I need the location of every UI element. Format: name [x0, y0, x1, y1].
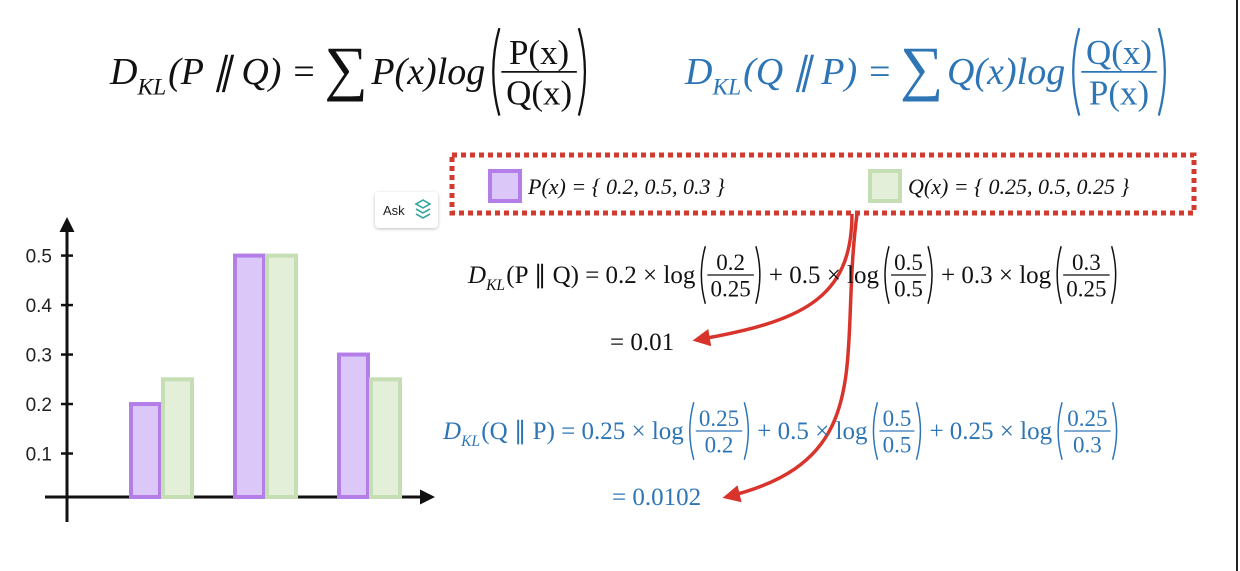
arrow — [722, 213, 859, 503]
math-subscript: KL — [460, 433, 480, 450]
math-symbol: D — [467, 262, 486, 289]
paren — [1111, 402, 1118, 460]
formula: D KL (P ∥ Q) = ∑ P(x)log P(x)Q(x) — [109, 27, 587, 116]
ask-label[interactable]: Ask — [383, 203, 405, 218]
paren — [1057, 402, 1063, 460]
y-tick-label: 0.4 — [26, 296, 53, 317]
paren — [872, 402, 879, 460]
fraction-numerator: Q(x) — [1086, 33, 1152, 72]
fraction-numerator: P(x) — [509, 33, 569, 72]
paren — [755, 246, 761, 304]
fraction-denominator: P(x) — [1089, 74, 1149, 113]
paren — [927, 246, 933, 304]
math-symbol: D — [109, 51, 137, 93]
formula: D KL (Q ∥ P) = ∑ Q(x)log Q(x)P(x) — [684, 27, 1166, 116]
fraction-numerator: 0.25 — [1067, 406, 1107, 431]
fraction-numerator: 0.5 — [883, 406, 912, 431]
legend-swatch — [868, 169, 902, 203]
result: = 0.0102 — [612, 484, 701, 511]
math-text: + 0.25 × log — [929, 418, 1052, 445]
paren — [1110, 246, 1117, 304]
y-tick-label: 0.2 — [26, 395, 52, 416]
fraction-numerator: 0.2 — [716, 250, 745, 275]
paren — [915, 402, 922, 460]
arrow — [692, 213, 854, 347]
fraction-numerator: 0.5 — [894, 250, 923, 275]
y-tick-label: 0.1 — [26, 445, 52, 466]
fraction-denominator: 0.2 — [705, 433, 734, 458]
bar — [369, 377, 402, 499]
fraction-numerator: 0.25 — [699, 406, 739, 431]
paren — [884, 246, 890, 304]
math-text: + 0.5 × log — [757, 418, 868, 445]
formula: D KL (Q ∥ P) = 0.25 × log 0.250.2 + 0.5 × lo… — [442, 402, 1118, 460]
fraction-denominator: 0.5 — [894, 277, 923, 302]
legend-swatch — [488, 169, 522, 203]
legend-box — [449, 152, 1197, 216]
math-symbol: D — [684, 51, 712, 93]
formula: D KL (P ∥ Q) = 0.2 × log 0.20.25 + 0.5 × log… — [467, 246, 1117, 304]
math-text: (Q ∥ P) = — [743, 51, 892, 93]
bar — [265, 253, 298, 499]
paren — [492, 27, 501, 116]
math-subscript: KL — [136, 75, 166, 101]
y-tick-label: 0.3 — [26, 346, 52, 367]
sum-symbol: ∑ — [900, 36, 943, 103]
ask-icon — [414, 199, 432, 219]
paren — [743, 402, 750, 460]
legend-label: Q(x) = { 0.25, 0.5, 0.25 } — [908, 174, 1129, 199]
paren — [1157, 27, 1166, 116]
math-text: Q(x)log — [947, 51, 1065, 93]
math-text: + 0.5 × log — [769, 262, 880, 289]
bar — [337, 352, 370, 499]
bar — [161, 377, 194, 499]
paren — [689, 402, 695, 460]
sum-symbol: ∑ — [324, 36, 367, 103]
paren — [700, 246, 707, 304]
fraction-numerator: 0.3 — [1072, 250, 1101, 275]
math-text: P(x)log — [370, 51, 485, 93]
ask-button[interactable]: Ask — [375, 192, 438, 228]
fraction-denominator: 0.5 — [883, 433, 912, 458]
bar — [129, 402, 162, 499]
result: = 0.01 — [610, 329, 674, 356]
legend-label: P(x) = { 0.2, 0.5, 0.3 } — [527, 174, 725, 199]
math-text: (P ∥ Q) = 0.2 × log — [506, 262, 696, 289]
math-text: (P ∥ Q) = — [168, 51, 316, 93]
fraction-denominator: Q(x) — [506, 74, 572, 113]
fraction-denominator: 0.3 — [1073, 433, 1102, 458]
bar — [233, 253, 266, 499]
y-tick-label: 0.5 — [26, 247, 52, 268]
math-subscript: KL — [711, 75, 741, 101]
fraction-denominator: 0.25 — [1066, 277, 1106, 302]
paren — [1072, 27, 1081, 116]
paren — [1056, 246, 1062, 304]
math-symbol: D — [442, 418, 461, 445]
math-subscript: KL — [485, 277, 505, 294]
paren — [577, 27, 587, 116]
fraction-denominator: 0.25 — [710, 277, 750, 302]
math-text: + 0.3 × log — [941, 262, 1052, 289]
math-text: (Q ∥ P) = 0.25 × log — [481, 418, 684, 445]
